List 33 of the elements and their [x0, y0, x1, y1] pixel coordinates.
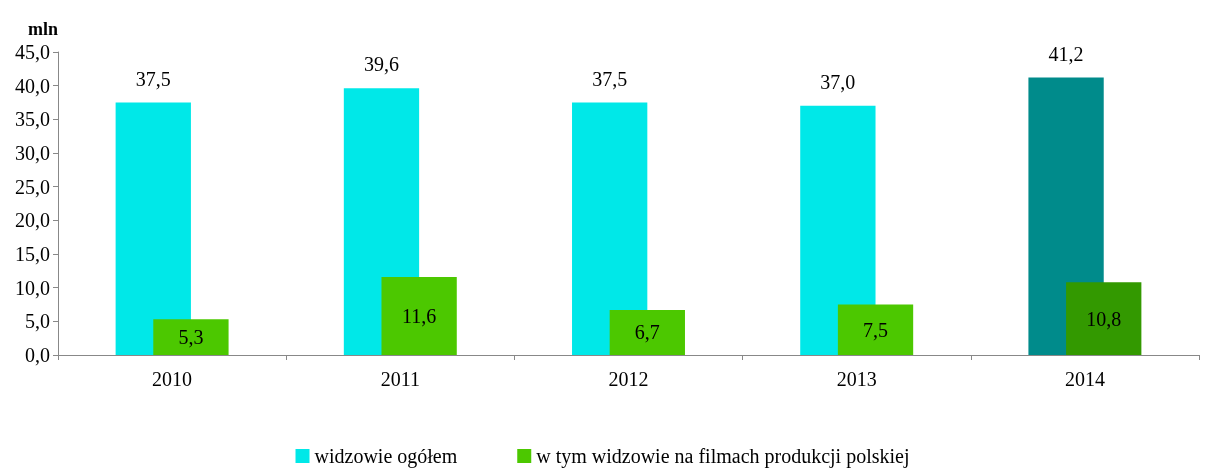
y-tick-label: 5,0	[25, 310, 50, 333]
legend-label: w tym widzowie na filmach produkcji polskiej	[536, 445, 910, 468]
data-label: 11,6	[401, 304, 437, 327]
y-axis-title: mln	[27, 19, 58, 39]
y-tick-label: 0,0	[25, 344, 50, 366]
bar	[153, 319, 229, 355]
data-label: 39,6	[363, 53, 399, 76]
bar	[609, 309, 685, 355]
x-tick-label: 2011	[380, 368, 420, 390]
data-label: 6,7	[634, 321, 660, 344]
bar	[837, 304, 914, 355]
y-tick-label: 20,0	[15, 209, 50, 232]
y-tick-label: 40,0	[15, 74, 50, 97]
data-label: 37,0	[820, 70, 856, 93]
data-label: 37,5	[135, 67, 171, 90]
bar	[381, 276, 457, 355]
x-tick-label: 2014	[1064, 368, 1105, 390]
y-tick-label: 35,0	[15, 108, 50, 131]
data-label: 10,8	[1086, 307, 1122, 330]
y-tick-label: 15,0	[15, 243, 50, 265]
x-tick-label: 2012	[608, 368, 649, 390]
x-tick-label: 2013	[836, 368, 877, 390]
data-label: 7,5	[863, 318, 889, 341]
bar	[1066, 282, 1142, 355]
data-label: 41,2	[1048, 42, 1084, 65]
y-tick-label: 30,0	[15, 142, 50, 164]
data-label: 5,3	[178, 326, 204, 349]
legend-label: widzowie ogółem	[314, 445, 458, 468]
x-tick-label: 2010	[152, 368, 193, 390]
y-tick-label: 45,0	[15, 41, 50, 63]
y-tick-label: 25,0	[15, 175, 50, 198]
y-tick-label: 10,0	[15, 276, 50, 299]
data-label: 37,5	[592, 67, 628, 90]
